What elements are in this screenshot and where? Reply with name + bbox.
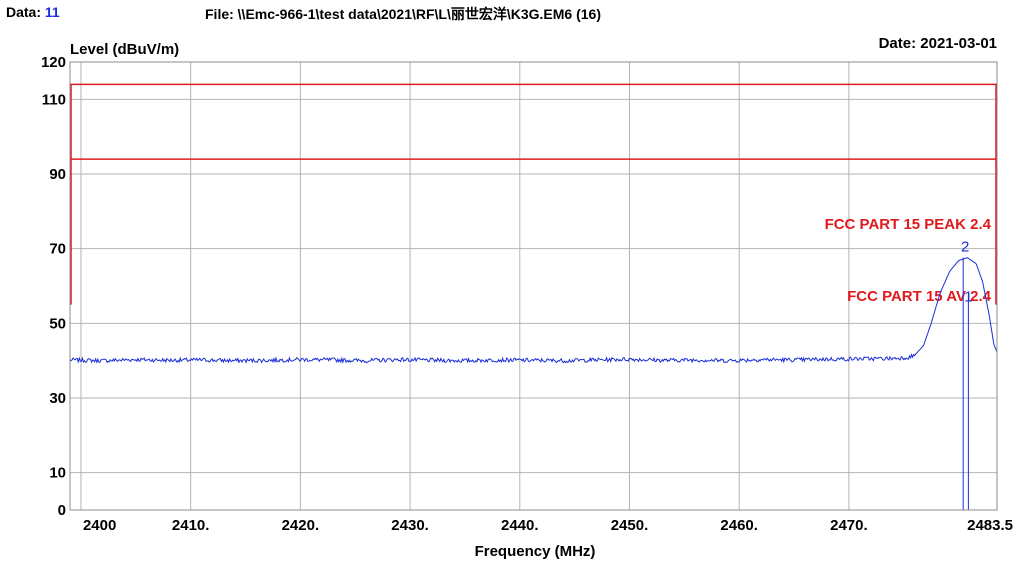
limit-lines: FCC PART 15 PEAK 2.4 FCC PART 15 AV 2.4: [70, 83, 997, 305]
marker-label-2: 2: [961, 239, 969, 256]
plot-area: [69, 257, 998, 364]
axes: 2400 2410. 2420. 2430. 2440. 2450. 2460. 2470. 2…: [41, 54, 1013, 534]
file-path: File: \\Emc-966-1\test data\2021\RF\L\丽世…: [205, 6, 602, 22]
grid: [70, 62, 997, 510]
markers: 12: [961, 239, 973, 510]
y-tick-label: 10: [49, 465, 66, 482]
y-tick-label: 70: [49, 241, 66, 258]
measurement-trace: [69, 257, 998, 364]
x-axis-label: Frequency (MHz): [475, 543, 596, 560]
limit-label-peak: FCC PART 15 PEAK 2.4: [825, 216, 992, 233]
y-tick-label: 30: [49, 390, 66, 407]
marker-label-1: 1: [964, 288, 972, 305]
x-tick-label: 2400: [83, 517, 116, 534]
y-axis-label: Level (dBuV/m): [70, 41, 179, 58]
limit-label-av: FCC PART 15 AV 2.4: [847, 288, 992, 305]
x-tick-label: 2410.: [172, 517, 210, 534]
y-tick-label: 120: [41, 54, 66, 71]
y-tick-label: 50: [49, 315, 66, 332]
data-number: 11: [44, 4, 60, 20]
data-label: Data: 11: [6, 4, 60, 20]
y-tick-label: 0: [58, 502, 66, 519]
x-tick-label: 2450.: [611, 517, 649, 534]
y-tick-label: 110: [42, 91, 66, 108]
x-tick-label: 2440.: [501, 517, 539, 534]
x-tick-label: 2420.: [282, 517, 320, 534]
x-tick-label: 2430.: [391, 517, 429, 534]
data-label-text: Data:: [6, 4, 42, 20]
y-tick-label: 90: [49, 166, 66, 183]
date-label: Date: 2021-03-01: [879, 35, 997, 52]
x-tick-label: 2470.: [830, 517, 868, 534]
plot-frame: [69, 61, 998, 511]
x-tick-label: 2483.5: [967, 517, 1013, 534]
x-tick-label: 2460.: [720, 517, 758, 534]
